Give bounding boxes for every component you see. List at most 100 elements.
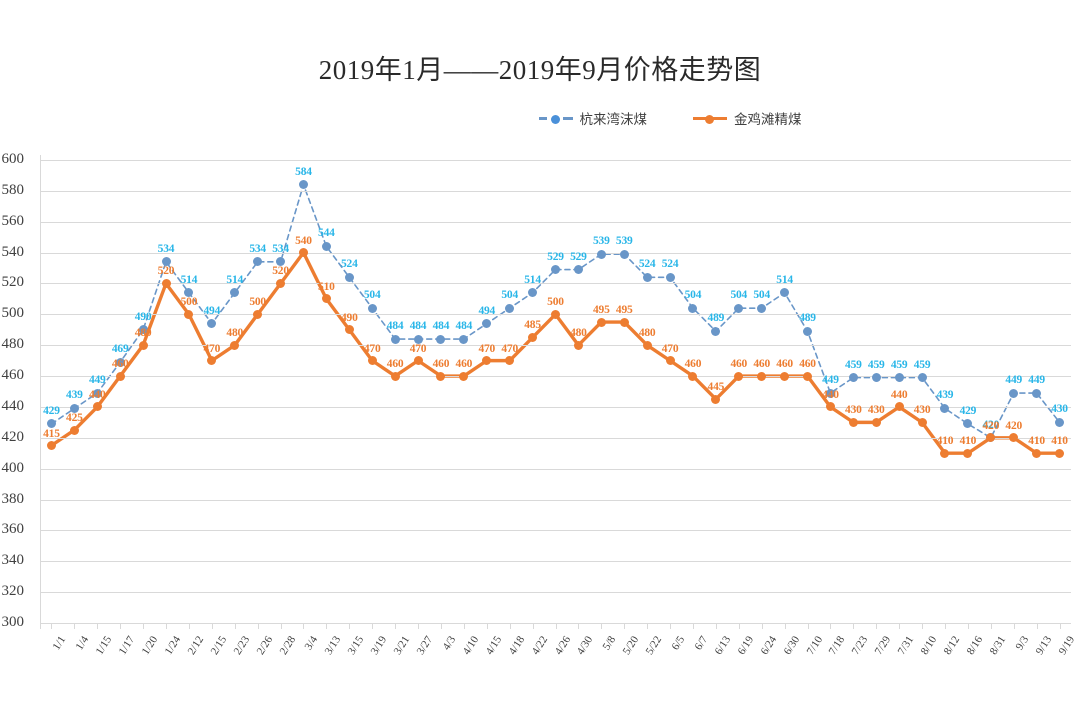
data-point-jinjitan[interactable] (253, 309, 263, 319)
data-point-hanglaiwan[interactable] (734, 303, 744, 313)
data-point-hanglaiwan[interactable] (573, 265, 583, 275)
data-point-jinjitan[interactable] (963, 448, 973, 458)
data-label-jinjitan: 470 (203, 342, 221, 355)
data-point-hanglaiwan[interactable] (871, 373, 881, 383)
data-point-jinjitan[interactable] (390, 371, 400, 381)
data-point-jinjitan[interactable] (115, 371, 125, 381)
y-axis-tick-label: 300 (1, 614, 25, 630)
x-axis-tick (440, 623, 442, 629)
data-point-jinjitan[interactable] (596, 317, 606, 327)
data-point-hanglaiwan[interactable] (92, 388, 102, 398)
data-point-hanglaiwan[interactable] (344, 272, 354, 282)
data-point-jinjitan[interactable] (573, 340, 583, 350)
data-point-hanglaiwan[interactable] (963, 419, 973, 429)
x-axis-tick-label: 6/24 (758, 634, 779, 657)
data-point-jinjitan[interactable] (825, 402, 835, 412)
data-point-jinjitan[interactable] (734, 371, 744, 381)
data-point-hanglaiwan[interactable] (298, 180, 308, 190)
data-point-hanglaiwan[interactable] (367, 303, 377, 313)
data-point-hanglaiwan[interactable] (917, 373, 927, 383)
data-point-jinjitan[interactable] (642, 340, 652, 350)
data-point-hanglaiwan[interactable] (46, 419, 56, 429)
data-point-hanglaiwan[interactable] (230, 288, 240, 298)
data-point-hanglaiwan[interactable] (115, 357, 125, 367)
data-point-jinjitan[interactable] (940, 448, 950, 458)
data-point-jinjitan[interactable] (92, 402, 102, 412)
data-point-hanglaiwan[interactable] (711, 326, 721, 336)
data-point-jinjitan[interactable] (413, 356, 423, 366)
data-point-hanglaiwan[interactable] (757, 303, 767, 313)
data-point-hanglaiwan[interactable] (184, 288, 194, 298)
legend-item-hanglaiwan[interactable]: 杭来湾沫煤 (538, 108, 647, 128)
data-point-hanglaiwan[interactable] (825, 388, 835, 398)
data-point-jinjitan[interactable] (161, 278, 171, 288)
data-point-hanglaiwan[interactable] (482, 319, 492, 329)
data-point-jinjitan[interactable] (276, 278, 286, 288)
data-point-jinjitan[interactable] (986, 433, 996, 443)
data-point-hanglaiwan[interactable] (138, 325, 148, 335)
data-point-hanglaiwan[interactable] (436, 334, 446, 344)
data-label-hanglaiwan: 484 (409, 320, 427, 333)
data-point-jinjitan[interactable] (321, 294, 331, 304)
data-point-jinjitan[interactable] (184, 309, 194, 319)
data-point-hanglaiwan[interactable] (665, 272, 675, 282)
data-point-jinjitan[interactable] (1055, 448, 1065, 458)
data-point-jinjitan[interactable] (871, 417, 881, 427)
data-point-jinjitan[interactable] (551, 309, 560, 319)
data-point-hanglaiwan[interactable] (321, 241, 331, 251)
data-point-hanglaiwan[interactable] (459, 334, 469, 344)
data-point-hanglaiwan[interactable] (505, 303, 515, 313)
data-point-jinjitan[interactable] (1009, 433, 1019, 443)
legend-item-jinjitan[interactable]: 金鸡滩精煤 (693, 108, 802, 128)
data-point-jinjitan[interactable] (848, 417, 858, 427)
data-point-jinjitan[interactable] (1032, 448, 1042, 458)
data-point-jinjitan[interactable] (528, 332, 538, 342)
data-point-jinjitan[interactable] (757, 371, 767, 381)
data-point-jinjitan[interactable] (230, 340, 240, 350)
data-point-hanglaiwan[interactable] (803, 326, 813, 336)
data-point-hanglaiwan[interactable] (161, 257, 171, 267)
data-point-jinjitan[interactable] (803, 371, 813, 381)
data-point-hanglaiwan[interactable] (780, 288, 790, 298)
data-point-hanglaiwan[interactable] (253, 257, 263, 267)
data-point-jinjitan[interactable] (665, 356, 675, 366)
data-point-hanglaiwan[interactable] (619, 249, 629, 259)
data-point-hanglaiwan[interactable] (940, 403, 950, 413)
legend-label-jinjitan: 金鸡滩精煤 (734, 112, 802, 127)
data-point-jinjitan[interactable] (207, 356, 217, 366)
data-point-jinjitan[interactable] (505, 356, 515, 366)
data-point-hanglaiwan[interactable] (848, 373, 858, 383)
data-point-hanglaiwan[interactable] (413, 334, 423, 344)
data-point-jinjitan[interactable] (917, 417, 927, 427)
data-point-jinjitan[interactable] (436, 371, 446, 381)
data-point-hanglaiwan[interactable] (551, 265, 560, 275)
data-point-hanglaiwan[interactable] (894, 373, 904, 383)
data-point-jinjitan[interactable] (619, 317, 629, 327)
data-point-jinjitan[interactable] (459, 371, 469, 381)
data-point-jinjitan[interactable] (780, 371, 790, 381)
data-point-jinjitan[interactable] (298, 248, 308, 258)
data-point-hanglaiwan[interactable] (276, 257, 286, 267)
data-point-jinjitan[interactable] (711, 394, 721, 404)
data-point-jinjitan[interactable] (482, 356, 492, 366)
data-point-jinjitan[interactable] (69, 425, 79, 435)
data-point-hanglaiwan[interactable] (596, 249, 606, 259)
data-point-hanglaiwan[interactable] (1009, 388, 1019, 398)
data-point-hanglaiwan[interactable] (688, 303, 698, 313)
data-point-hanglaiwan[interactable] (207, 319, 217, 329)
data-point-jinjitan[interactable] (344, 325, 354, 335)
data-point-jinjitan[interactable] (138, 340, 148, 350)
data-point-jinjitan[interactable] (46, 441, 56, 451)
data-point-hanglaiwan[interactable] (1032, 388, 1042, 398)
data-point-hanglaiwan[interactable] (1055, 417, 1065, 427)
data-point-jinjitan[interactable] (688, 371, 698, 381)
data-label-hanglaiwan: 459 (867, 358, 885, 371)
data-point-hanglaiwan[interactable] (390, 334, 400, 344)
data-point-hanglaiwan[interactable] (642, 272, 652, 282)
data-point-hanglaiwan[interactable] (528, 288, 538, 298)
data-point-jinjitan[interactable] (367, 356, 377, 366)
data-point-hanglaiwan[interactable] (69, 403, 79, 413)
x-axis-tick-label: 7/23 (849, 634, 871, 657)
data-point-jinjitan[interactable] (894, 402, 904, 412)
gridline (40, 437, 1071, 439)
